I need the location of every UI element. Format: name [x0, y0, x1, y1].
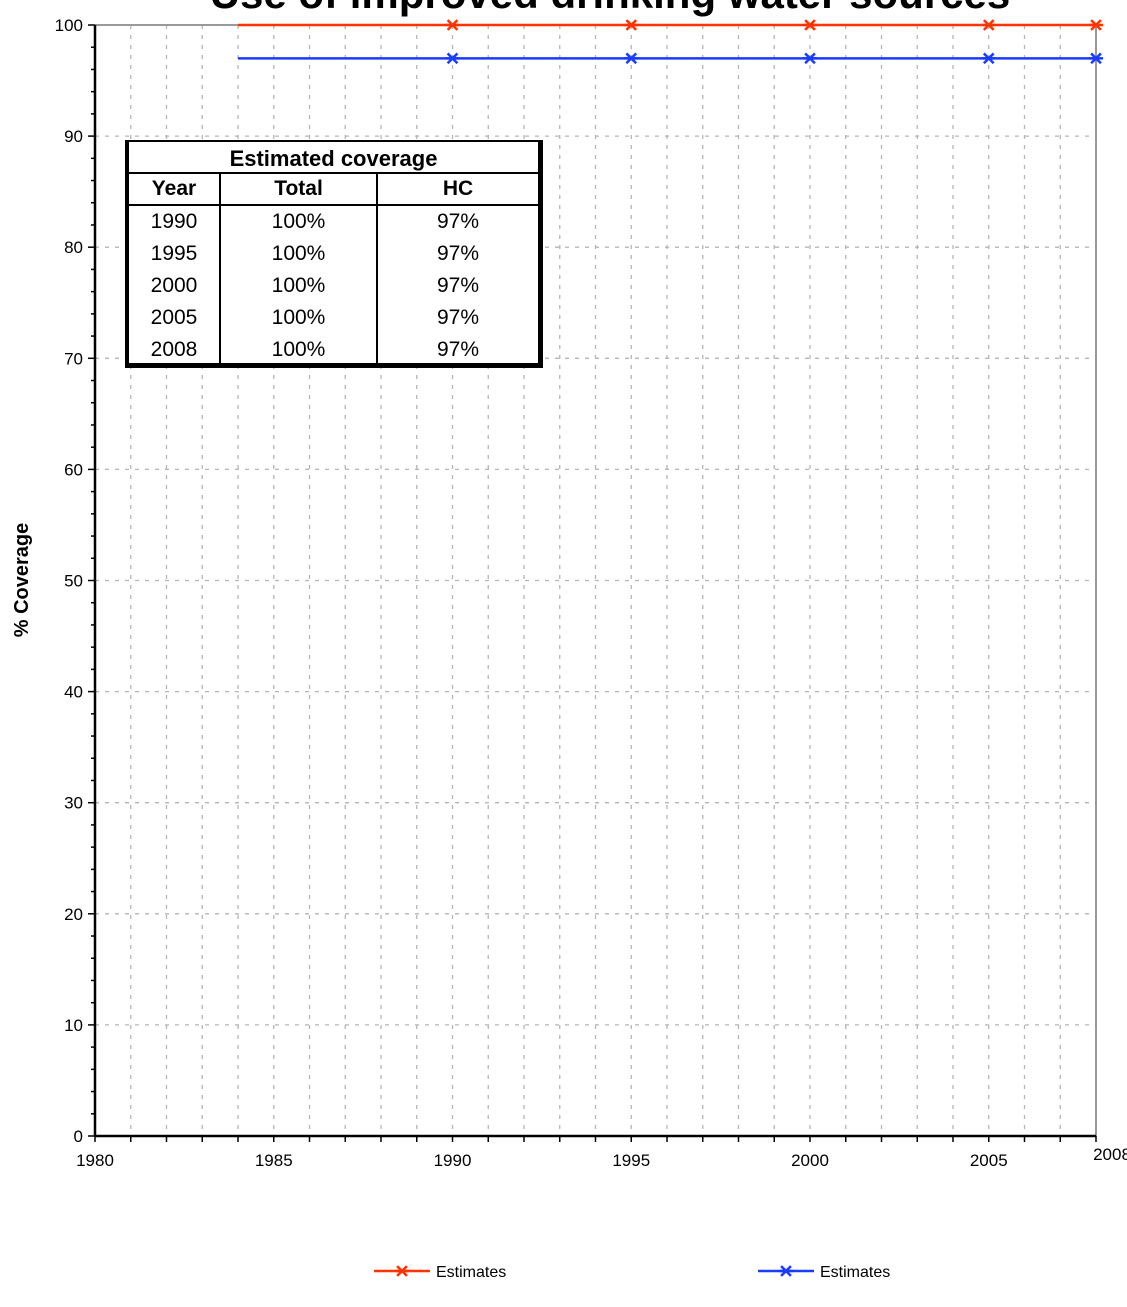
series-2 — [238, 52, 1103, 65]
series-1 — [238, 19, 1103, 31]
cell-total: 100% — [220, 302, 378, 334]
data-point — [445, 52, 460, 65]
cell-total: 100% — [220, 238, 378, 270]
column-header-year: Year — [129, 174, 221, 206]
data-point — [445, 19, 460, 31]
cell-total: 100% — [220, 205, 378, 238]
legend-label: Estimates — [436, 1264, 506, 1281]
table-caption: Estimated coverage — [129, 142, 538, 174]
column-header-hc: HC — [377, 174, 538, 206]
table-row: 2000 100% 97% — [129, 270, 538, 302]
x-tick-label: 1995 — [612, 1151, 650, 1170]
grid — [95, 25, 1096, 1136]
x-tick-label: 2008 — [1093, 1145, 1127, 1164]
data-point — [981, 19, 996, 31]
y-tick-label: 50 — [64, 572, 83, 591]
data-point — [1089, 19, 1103, 31]
data-point — [624, 19, 639, 31]
x-tick-label: 1990 — [434, 1151, 472, 1170]
y-tick-label: 30 — [64, 794, 83, 813]
y-tick-label: 40 — [64, 683, 83, 702]
cell-hc: 97% — [436, 242, 480, 265]
y-tick-label: 80 — [64, 238, 83, 257]
y-tick-label: 90 — [64, 127, 83, 146]
column-header-total: Total — [220, 174, 378, 206]
cell-total: 100% — [220, 334, 378, 366]
table-row: 2005 100% 97% — [129, 302, 538, 334]
legend-item-1: Estimates — [374, 1264, 506, 1281]
legend-item-2: Estimates — [758, 1264, 890, 1281]
cell-year: 1995 — [129, 238, 221, 270]
cell-hc: 97% — [436, 210, 480, 233]
table-row: 1990 100% 97% — [129, 205, 538, 238]
y-tick-label: 100 — [55, 16, 83, 35]
table-row: 2008 100% 97% — [129, 334, 538, 366]
y-tick-label: 70 — [64, 349, 83, 368]
x-tick-label: 1980 — [76, 1151, 114, 1170]
x-tick-label: 1985 — [255, 1151, 293, 1170]
cell-hc: 97% — [436, 338, 480, 361]
legend: Estimates Estimates — [374, 1264, 890, 1281]
y-tick-label: 60 — [64, 460, 83, 479]
data-point — [803, 19, 817, 31]
data-point — [803, 52, 817, 65]
table-row: 1995 100% 97% — [129, 238, 538, 270]
legend-marker — [395, 1265, 409, 1277]
data-point — [1089, 52, 1103, 65]
x-tick-label: 2000 — [791, 1151, 829, 1170]
y-tick-label: 10 — [64, 1016, 83, 1035]
estimated-coverage-table: Estimated coverage Year Total HC 1990 10… — [125, 140, 543, 368]
data-point — [624, 52, 639, 65]
data-point — [981, 52, 996, 65]
x-tick-label: 2005 — [970, 1151, 1008, 1170]
chart-title: Use of improved drinking water sources — [210, 0, 1011, 17]
cell-hc: 97% — [436, 274, 480, 297]
cell-year: 2000 — [129, 270, 221, 302]
y-tick-label: 20 — [64, 905, 83, 924]
legend-label: Estimates — [820, 1264, 890, 1281]
cell-hc: 97% — [436, 306, 480, 329]
table-header-row: Year Total HC — [129, 174, 538, 206]
y-axis-label: % Coverage — [11, 523, 33, 638]
cell-year: 2005 — [129, 302, 221, 334]
coverage-table-grid: Year Total HC 1990 100% 97% 1995 100% 97… — [129, 174, 538, 366]
series-layer — [238, 19, 1103, 65]
legend-marker — [779, 1265, 793, 1277]
y-tick-label: 0 — [74, 1127, 83, 1146]
cell-year: 1990 — [129, 205, 221, 238]
cell-year: 2008 — [129, 334, 221, 366]
cell-total: 100% — [220, 270, 378, 302]
